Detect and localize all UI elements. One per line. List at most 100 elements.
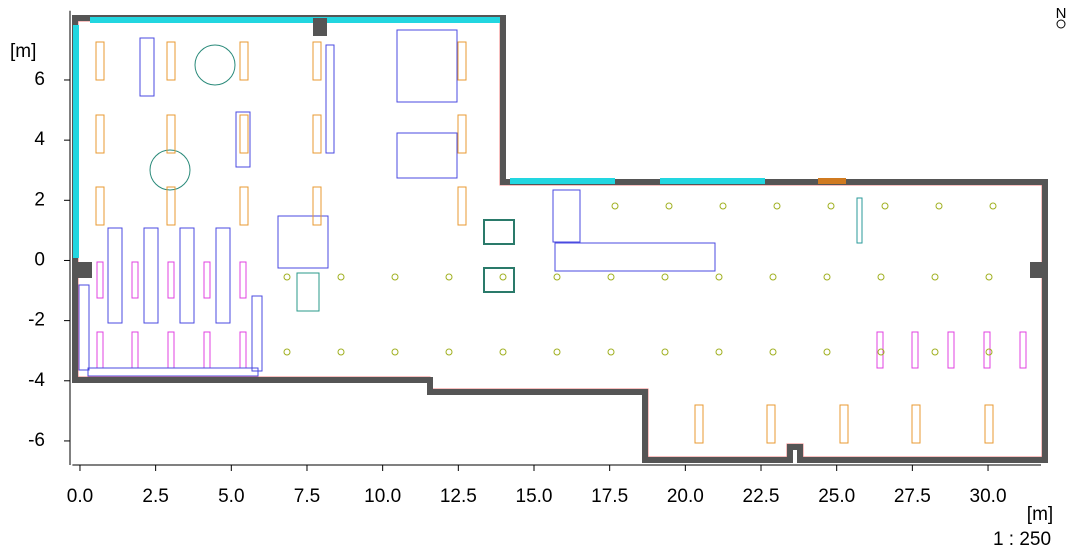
light [337, 273, 345, 281]
y-tick-label: 0 [34, 249, 45, 270]
desk [166, 41, 176, 81]
light [715, 348, 723, 356]
x-tick-label: 0.0 [67, 486, 93, 507]
desk [166, 114, 176, 154]
light [769, 273, 777, 281]
cabinet [296, 272, 320, 312]
light [769, 348, 777, 356]
light [553, 273, 561, 281]
desk [203, 331, 211, 369]
light [881, 202, 889, 210]
light [337, 348, 345, 356]
y-tick-label: 6 [34, 69, 45, 90]
x-tick-label: 15.0 [516, 486, 553, 507]
x-tick-label: 5.0 [218, 486, 244, 507]
x-tick-label: 20.0 [667, 486, 704, 507]
light [553, 348, 561, 356]
x-tick-label: 22.5 [743, 486, 780, 507]
round-table [194, 44, 236, 86]
light [985, 273, 993, 281]
desk [239, 331, 247, 369]
x-tick-label: 17.5 [591, 486, 628, 507]
desk [983, 331, 991, 369]
desk [96, 331, 104, 369]
light [989, 202, 997, 210]
light [391, 273, 399, 281]
desk [947, 331, 955, 369]
light [719, 202, 727, 210]
desk [457, 114, 467, 154]
desk [167, 261, 175, 299]
desk [239, 114, 249, 154]
light [607, 273, 615, 281]
y-tick-label: -4 [28, 370, 45, 391]
light [283, 273, 291, 281]
light [661, 273, 669, 281]
desk [239, 261, 247, 299]
light [877, 348, 885, 356]
desk [312, 41, 322, 81]
desk [457, 186, 467, 226]
table [396, 29, 458, 103]
desk [1019, 331, 1027, 369]
desk [107, 227, 123, 324]
desk [694, 404, 704, 444]
light [931, 348, 939, 356]
x-tick-label: 30.0 [970, 486, 1007, 507]
y-tick-label: 2 [34, 189, 45, 210]
cabinet [856, 197, 863, 244]
y-tick-label: -2 [28, 310, 45, 331]
desk [215, 227, 231, 324]
x-tick-label: 12.5 [440, 486, 477, 507]
desk [984, 404, 994, 444]
desk [179, 227, 195, 324]
light [445, 348, 453, 356]
light [935, 202, 943, 210]
desk [131, 261, 139, 299]
y-unit: [m] [10, 41, 36, 62]
light [773, 202, 781, 210]
y-tick-label: 4 [34, 129, 45, 150]
cabinet [483, 267, 515, 293]
desk [131, 331, 139, 369]
light [823, 348, 831, 356]
table [277, 215, 329, 269]
pillar [313, 18, 327, 36]
desk [139, 37, 155, 97]
table [552, 189, 581, 243]
light [931, 273, 939, 281]
x-tick-label: 7.5 [294, 486, 320, 507]
desk [95, 41, 105, 81]
desk [95, 186, 105, 226]
desk [166, 186, 176, 226]
light [283, 348, 291, 356]
x-tick-label: 27.5 [894, 486, 931, 507]
light [827, 202, 835, 210]
x-unit: [m] [1027, 504, 1053, 525]
desk [96, 261, 104, 299]
pillar [78, 262, 92, 278]
desk [95, 114, 105, 154]
desk [167, 331, 175, 369]
pillar [1030, 262, 1044, 278]
desk [325, 44, 335, 154]
desk [239, 41, 249, 81]
desk [143, 227, 159, 324]
desk [457, 41, 467, 81]
desk [87, 367, 259, 377]
desk [235, 111, 251, 168]
table [554, 242, 716, 272]
north-label: N [1056, 5, 1067, 22]
light [985, 348, 993, 356]
desk [911, 331, 919, 369]
cabinet [483, 219, 515, 245]
light [499, 273, 507, 281]
desk [766, 404, 776, 444]
light [715, 273, 723, 281]
light [661, 348, 669, 356]
light [823, 273, 831, 281]
desk [312, 114, 322, 154]
scale: 1 : 250 [993, 529, 1051, 550]
